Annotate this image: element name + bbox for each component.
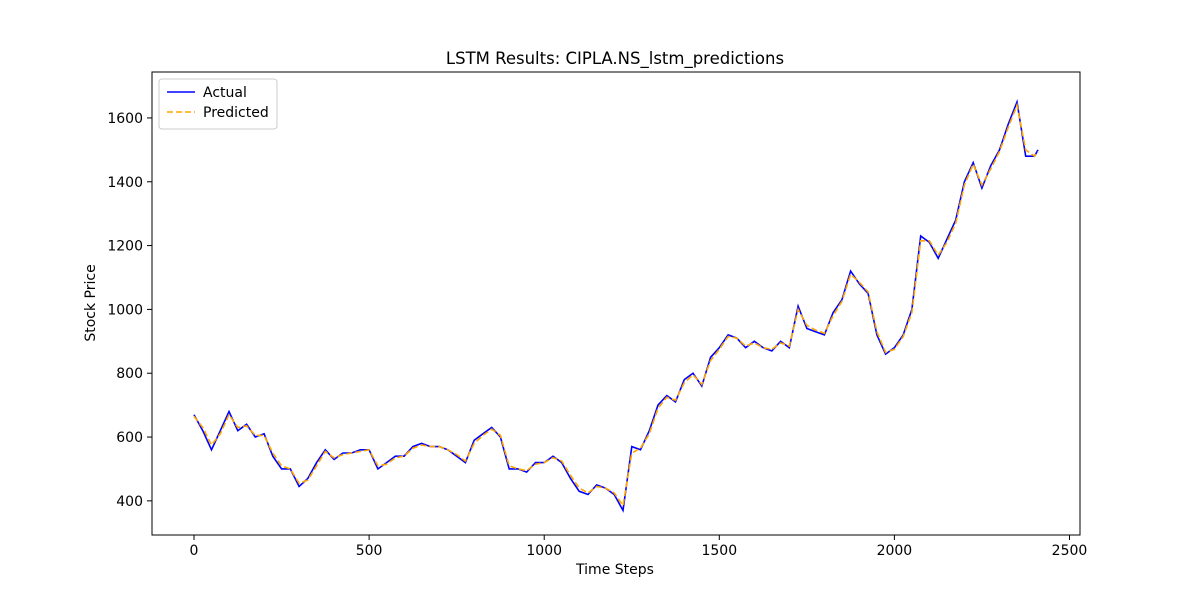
y-tick-label: 1600	[107, 111, 143, 127]
y-tick-label: 1200	[107, 239, 143, 255]
y-axis-label: Stock Price	[83, 264, 99, 341]
y-tick-label: 1400	[107, 175, 143, 191]
y-tick-label: 600	[116, 430, 143, 446]
legend-label: Predicted	[203, 105, 269, 121]
x-tick-label: 2500	[1052, 543, 1088, 559]
x-tick-label: 2000	[877, 543, 913, 559]
series-line	[193, 98, 1039, 513]
x-tick-label: 500	[356, 543, 383, 559]
series-line	[193, 102, 1039, 508]
plot-frame	[151, 71, 1081, 536]
x-axis-label: Time Steps	[575, 562, 654, 578]
y-tick-label: 400	[116, 494, 143, 510]
x-tick-label: 1500	[701, 543, 737, 559]
y-tick-label: 800	[116, 366, 143, 382]
y-tick-label: 1000	[107, 302, 143, 318]
legend: Actual Predicted	[158, 78, 278, 130]
legend-label: Actual	[203, 85, 247, 101]
x-tick-label: 0	[190, 543, 199, 559]
chart-title: LSTM Results: CIPLA.NS_lstm_predictions	[446, 49, 784, 69]
x-tick-label: 1000	[526, 543, 562, 559]
